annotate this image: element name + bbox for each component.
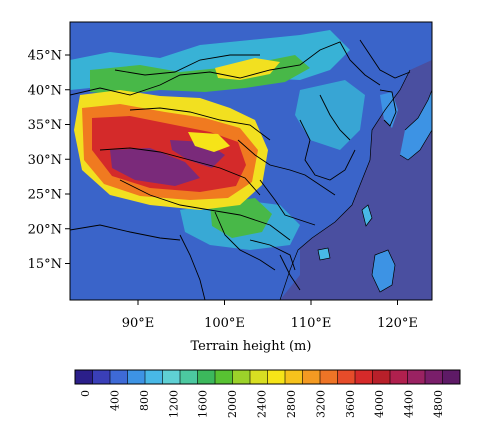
colorbar-swatch xyxy=(110,370,128,384)
colorbar-label: 3600 xyxy=(344,390,357,418)
plateau-yellow-highlight xyxy=(188,132,230,152)
colorbar-labels: 0 400 800 1200 1600 2000 2400 2800 3200 3600 4000 4… xyxy=(79,390,445,418)
colorbar-swatch xyxy=(372,370,391,384)
colorbar-label: 2000 xyxy=(226,390,239,418)
colorbar-swatch xyxy=(390,370,408,384)
lon-tick-label: 90°E xyxy=(122,316,155,331)
lon-tick-label: 120°E xyxy=(377,316,418,331)
colorbar-frame xyxy=(74,369,461,385)
colorbar-swatch xyxy=(285,370,303,384)
colorbar-label: 0 xyxy=(79,390,92,397)
colorbar-swatch xyxy=(197,370,216,384)
colorbar-label: 4000 xyxy=(373,390,386,418)
colorbar-label: 400 xyxy=(108,390,121,411)
colorbar-swatch xyxy=(267,370,286,384)
colorbar-swatch xyxy=(180,370,198,384)
colorbar-label: 2800 xyxy=(285,390,298,418)
colorbar-label: 800 xyxy=(138,390,151,411)
plateau-purple-west xyxy=(110,148,200,186)
hainan-island xyxy=(318,248,330,260)
colorbar-swatch xyxy=(215,370,233,384)
lat-tick-label: 20°N xyxy=(28,222,62,237)
colorbar-label: 4400 xyxy=(403,390,416,418)
colorbar-swatch xyxy=(337,370,356,384)
colorbar-swatch xyxy=(407,370,426,384)
colorbar-swatch xyxy=(425,370,443,384)
map-frame xyxy=(69,21,433,301)
lat-tick-label: 30°N xyxy=(28,153,62,168)
colorbar-label: 1600 xyxy=(197,390,210,418)
terrain-map xyxy=(70,22,432,300)
colorbar-label: 1200 xyxy=(167,390,180,418)
high-elevation-north-band xyxy=(215,58,280,80)
colorbar-swatch xyxy=(442,370,461,384)
colorbar-swatch xyxy=(302,370,321,384)
colorbar-label: 4800 xyxy=(432,390,445,418)
colorbar-swatch xyxy=(92,370,111,384)
colorbar-swatch xyxy=(75,370,93,384)
colorbar-swatch xyxy=(162,370,181,384)
colorbar-swatch xyxy=(232,370,251,384)
colorbar-swatch xyxy=(145,370,163,384)
longitude-axis: 90°E 100°E 110°E 120°E xyxy=(122,300,418,331)
lat-tick-label: 35°N xyxy=(28,118,62,133)
boundary-lines xyxy=(70,39,411,300)
colorbar-swatch xyxy=(355,370,373,384)
x-axis-title: Terrain height (m) xyxy=(191,339,312,354)
mid-elevation-south xyxy=(210,198,272,238)
colorbar xyxy=(74,369,461,385)
colorbar-swatch xyxy=(127,370,146,384)
latitude-axis: 45°N 40°N 35°N 30°N 25°N 20°N 15°N xyxy=(28,49,70,272)
lat-tick-label: 45°N xyxy=(28,49,62,64)
lat-tick-label: 40°N xyxy=(28,83,62,98)
colorbar-label: 3200 xyxy=(314,390,327,418)
lat-tick-label: 15°N xyxy=(28,257,62,272)
colorbar-label: 2400 xyxy=(256,390,269,418)
philippines-islands xyxy=(372,250,395,292)
coastlines xyxy=(279,69,432,300)
colorbar-swatch xyxy=(250,370,268,384)
lon-tick-label: 100°E xyxy=(204,316,245,331)
southeast-asia-land xyxy=(180,235,300,300)
lat-tick-label: 25°N xyxy=(28,188,62,203)
lon-tick-label: 110°E xyxy=(291,316,332,331)
colorbar-swatch xyxy=(320,370,338,384)
